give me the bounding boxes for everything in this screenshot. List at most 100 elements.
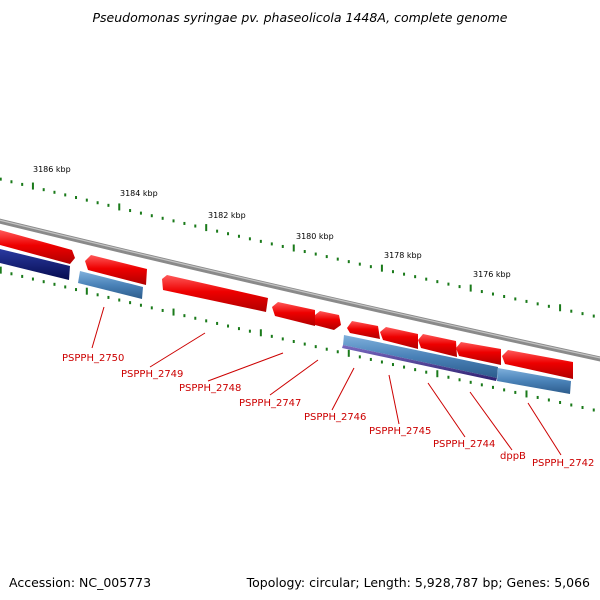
scale-tick-minor: [10, 272, 13, 276]
scale-tick-minor: [10, 180, 13, 184]
scale-tick-minor: [227, 324, 230, 328]
scale-tick-minor: [447, 282, 450, 286]
scale-tick-minor: [436, 280, 439, 284]
scale-tick-minor: [480, 383, 483, 387]
scale-tick-minor: [380, 360, 383, 364]
scale-tick-minor: [96, 201, 99, 205]
scale-tick-minor: [491, 292, 494, 296]
scale-tick-minor: [336, 350, 339, 354]
scale-tick-minor: [53, 190, 56, 194]
scale-tick-minor: [85, 198, 88, 202]
scale-tick-major: [31, 182, 34, 190]
forward-strand-genes: [0, 230, 573, 379]
scale-tick-major: [292, 244, 295, 252]
scale-tick-minor: [325, 347, 328, 351]
scale-tick-minor: [21, 182, 24, 186]
scale-tick-minor: [514, 390, 517, 394]
cds-blue[interactable]: [497, 368, 571, 394]
scale-tick-minor: [414, 275, 417, 279]
scale-tick-minor: [21, 274, 24, 278]
scale-tick-minor: [150, 306, 153, 310]
scale-tick-minor: [325, 255, 328, 259]
scale-label: 3176 kbp: [473, 270, 511, 279]
scale-tick-minor: [216, 229, 219, 233]
scale-tick-minor: [107, 295, 110, 299]
scale-label: 3182 kbp: [208, 211, 246, 220]
gene-label[interactable]: PSPPH_2750: [62, 353, 124, 364]
gene-arrow-icon[interactable]: [380, 327, 418, 349]
cds-blue[interactable]: [78, 271, 143, 299]
gene-arrow-icon[interactable]: [502, 350, 573, 379]
scale-tick-minor: [194, 224, 197, 228]
scale-tick-minor: [559, 400, 562, 404]
gene-arrow-icon[interactable]: [272, 302, 315, 326]
gene-label[interactable]: PSPPH_2749: [121, 369, 183, 380]
scale-tick-minor: [42, 280, 45, 284]
scale-tick-minor: [237, 327, 240, 331]
scale-tick-minor: [581, 312, 584, 316]
scale-tick-minor: [592, 314, 595, 318]
scale-tick-minor: [581, 405, 584, 409]
gene-arrow-icon[interactable]: [456, 342, 501, 365]
scale-tick-minor: [150, 214, 153, 218]
scale-tick-minor: [592, 408, 595, 412]
scale-tick-minor: [503, 388, 506, 392]
scale-tick-major: [436, 370, 439, 378]
scale-label: 3178 kbp: [384, 251, 422, 260]
scale-tick-minor: [172, 219, 175, 223]
scale-tick-major: [172, 308, 175, 316]
scale-tick-minor: [139, 303, 142, 307]
scale-tick-minor: [525, 299, 528, 303]
gene-label[interactable]: PSPPH_2747: [239, 398, 301, 409]
scale-tick-minor: [42, 188, 45, 192]
scale-tick-minor: [469, 380, 472, 384]
scale-tick-minor: [547, 398, 550, 402]
scale-tick-minor: [129, 301, 132, 305]
gene-arrow-icon[interactable]: [315, 311, 341, 330]
accession-text: Accession: NC_005773: [9, 575, 152, 590]
scale-tick-minor: [183, 221, 186, 225]
gene-arrow-icon[interactable]: [347, 321, 380, 339]
scale-tick-minor: [31, 277, 34, 281]
scale-label: 3180 kbp: [296, 232, 334, 241]
scale-tick-minor: [369, 265, 372, 269]
scale-tick-major: [347, 349, 350, 357]
cds-navy[interactable]: [0, 249, 70, 280]
gene-label[interactable]: PSPPH_2745: [369, 426, 431, 437]
reverse-strand-cds: [0, 249, 571, 394]
scale-tick-minor: [107, 203, 110, 207]
cds-blue[interactable]: [343, 335, 498, 378]
gene-arrow-icon[interactable]: [85, 255, 147, 285]
scale-tick-minor: [161, 216, 164, 220]
scale-tick-minor: [514, 297, 517, 301]
label-leaders: [91, 306, 562, 456]
gene-arrow-icon[interactable]: [0, 230, 75, 264]
scale-tick-minor: [570, 309, 573, 313]
scale-tick-minor: [358, 355, 361, 359]
scale-tick-minor: [270, 242, 273, 246]
scale-tick-minor: [0, 177, 2, 181]
gene-arrow-icon[interactable]: [418, 334, 457, 357]
scale-tick-minor: [458, 378, 461, 382]
gene-label[interactable]: PSPPH_2748: [179, 383, 241, 394]
scale-tick-minor: [281, 337, 284, 341]
scale-tick-minor: [118, 298, 121, 302]
gene-arrow-icon[interactable]: [162, 275, 268, 312]
scale-tick-minor: [536, 395, 539, 399]
scale-tick-minor: [237, 234, 240, 238]
scale-tick-minor: [303, 250, 306, 254]
gene-label[interactable]: PSPPH_2746: [304, 412, 366, 423]
cds-purple[interactable]: [342, 345, 497, 381]
scale-tick-minor: [161, 308, 164, 312]
genome-backbone-highlight: [0, 219, 600, 359]
scale-tick-major: [85, 287, 88, 295]
gene-label[interactable]: dppB: [500, 451, 526, 462]
scale-tick-minor: [536, 302, 539, 306]
scale-tick-minor: [425, 370, 428, 374]
scale-tick-major: [118, 203, 121, 211]
gene-label[interactable]: PSPPH_2742: [532, 458, 594, 469]
scale-tick-minor: [183, 314, 186, 318]
gene-label[interactable]: PSPPH_2744: [433, 439, 495, 450]
scale-tick-minor: [336, 257, 339, 261]
